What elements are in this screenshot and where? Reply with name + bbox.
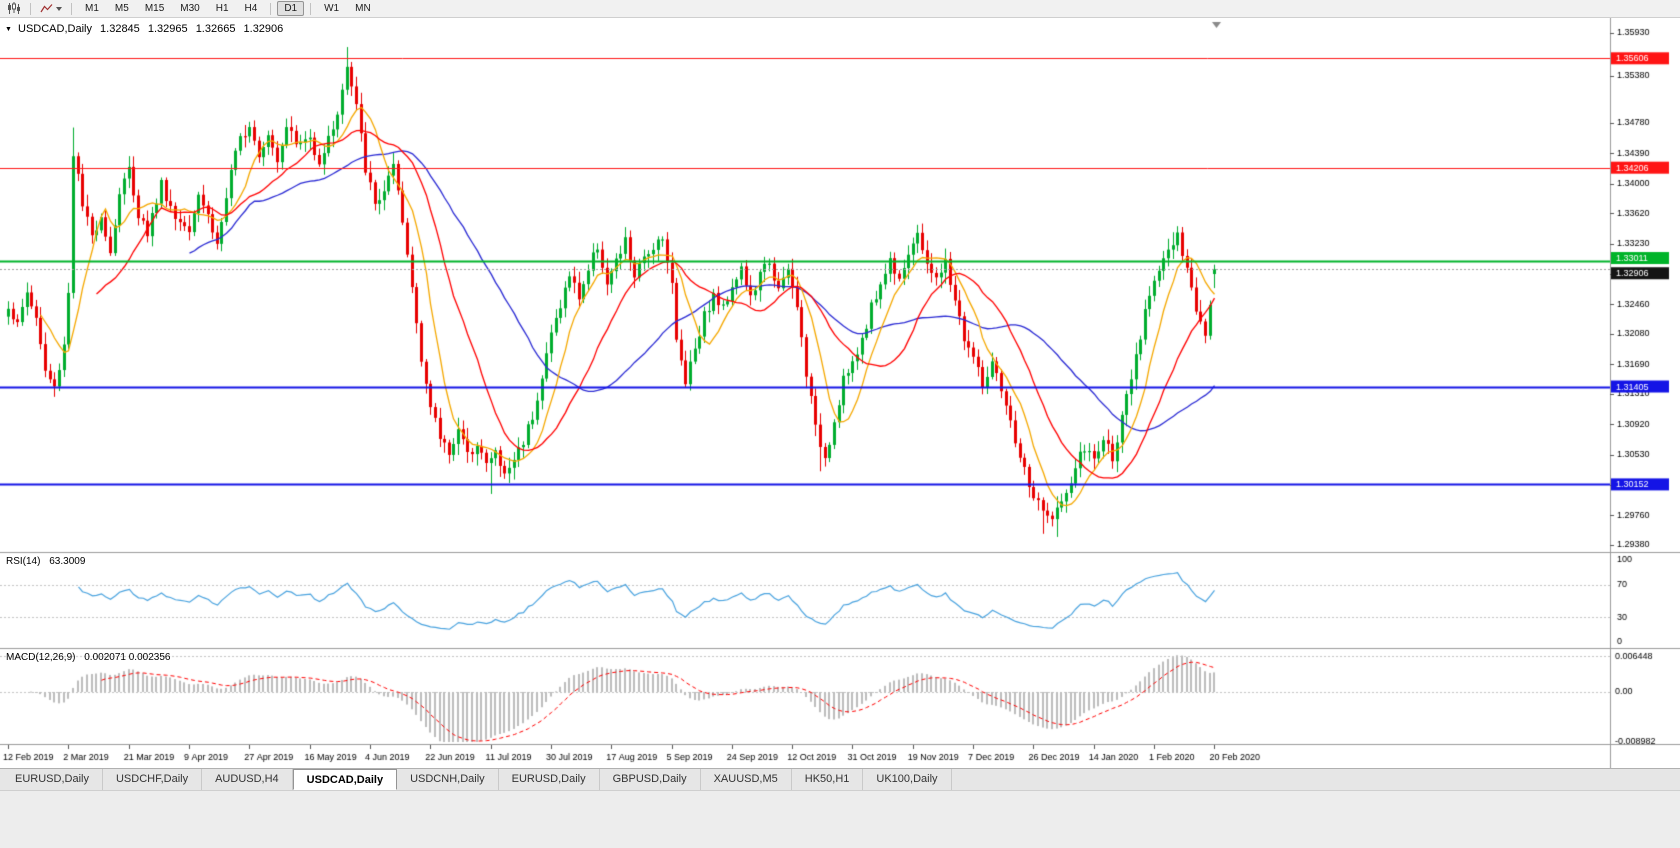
macd-indicator-name: MACD(12,26,9)	[6, 652, 76, 663]
indicator-dropdown-button[interactable]	[36, 1, 66, 16]
timeframe-button-h1[interactable]: H1	[215, 3, 229, 14]
window-bottom-strip	[0, 790, 1680, 848]
header-high: 1.32965	[147, 23, 188, 35]
chart-tab-hk50-h1[interactable]: HK50,H1	[791, 769, 864, 790]
zigzag-icon	[40, 3, 53, 12]
toolbar-separator	[30, 2, 31, 15]
top-toolbar: M1 M5 M15 M30 H1 H4 D1 W1 MN	[0, 0, 1680, 18]
timeframe-button-m5[interactable]: M5	[114, 3, 129, 14]
chart-tab-xauusd-m5[interactable]: XAUUSD,M5	[700, 769, 792, 790]
dropdown-caret-icon	[56, 6, 62, 11]
symbol-caret-icon: ▼	[5, 26, 12, 33]
macd-panel-label: MACD(12,26,9) 0.002071 0.002356	[6, 652, 176, 663]
toolbar-separator	[310, 2, 312, 15]
header-open: 1.32845	[100, 23, 140, 35]
header-close: 1.32906	[243, 23, 284, 35]
rsi-panel-label: RSI(14) 63.3009	[6, 556, 91, 567]
timeframe-button-d1[interactable]: D1	[277, 1, 305, 16]
timeframe-toolbar: M1 M5 M15 M30 H1 H4 D1 W1 MN	[77, 1, 379, 16]
price-chart-canvas[interactable]	[0, 18, 1680, 768]
toolbar-separator	[71, 2, 72, 15]
timeframe-button-w1[interactable]: W1	[324, 3, 340, 14]
toolbar-separator	[270, 2, 272, 15]
chart-tab-uk100-daily[interactable]: UK100,Daily	[863, 769, 952, 790]
chart-tab-eurusd-daily[interactable]: EURUSD,Daily	[2, 769, 103, 790]
timeframe-button-h4[interactable]: H4	[244, 3, 258, 14]
timeframe-button-m1[interactable]: M1	[85, 3, 99, 14]
macd-indicator-values: 0.002071 0.002356	[84, 652, 171, 663]
chart-tab-audusd-h4[interactable]: AUDUSD,H4	[202, 769, 293, 790]
chart-tab-gbpusd-daily[interactable]: GBPUSD,Daily	[599, 769, 701, 790]
chart-tab-usdchf-daily[interactable]: USDCHF,Daily	[102, 769, 203, 790]
timeframe-button-m15[interactable]: M15	[144, 3, 165, 14]
candlestick-chart-icon	[8, 2, 20, 14]
timeframe-button-mn[interactable]: MN	[355, 3, 371, 14]
chart-tab-eurusd-daily[interactable]: EURUSD,Daily	[498, 769, 600, 790]
chart-type-button[interactable]	[3, 1, 25, 16]
chart-tab-usdcad-daily[interactable]: USDCAD,Daily	[292, 769, 398, 790]
chart-tab-bar: EURUSD,Daily USDCHF,Daily AUDUSD,H4 USDCAD,…	[0, 768, 1680, 790]
header-low: 1.32665	[195, 23, 236, 35]
header-symbol: USDCAD,Daily	[18, 23, 92, 35]
timeframe-button-m30[interactable]: M30	[180, 3, 200, 14]
chart-ohlc-header: ▼ USDCAD,Daily 1.32845 1.32965 1.32665 1…	[5, 23, 288, 35]
rsi-indicator-value: 63.3009	[49, 556, 86, 567]
chart-tab-usdcnh-daily[interactable]: USDCNH,Daily	[397, 769, 499, 790]
rsi-indicator-name: RSI(14)	[6, 556, 41, 567]
